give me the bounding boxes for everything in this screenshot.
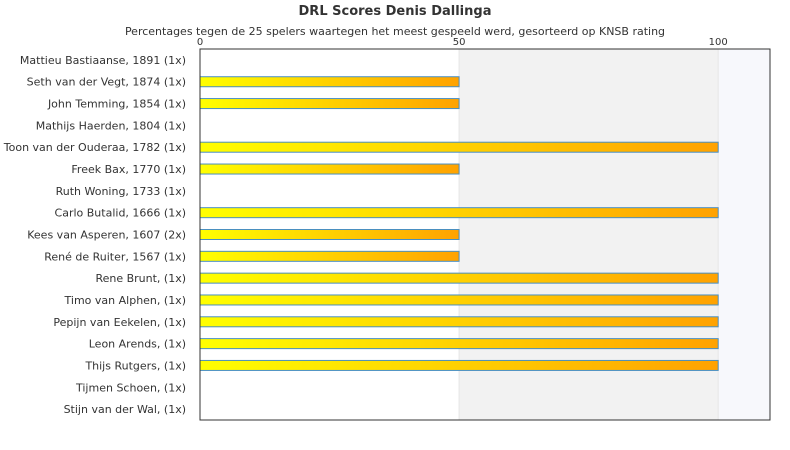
bar	[199, 163, 460, 175]
bar-series	[199, 76, 719, 371]
bar	[199, 141, 719, 153]
chart-title: DRL Scores Denis Dallinga	[298, 4, 492, 19]
category-label: Timo van Alphen, (1x)	[64, 294, 186, 307]
category-label: Thijs Rutgers, (1x)	[84, 359, 186, 372]
category-label: Freek Bax, 1770 (1x)	[71, 163, 186, 176]
chart-subtitle: Percentages tegen de 25 spelers waartege…	[124, 25, 666, 38]
x-tick-label: 50	[453, 37, 466, 48]
x-tick-label: 100	[709, 37, 728, 48]
bar	[199, 98, 460, 110]
bar	[199, 229, 460, 240]
category-label: Rene Brunt, (1x)	[95, 272, 186, 285]
bar	[199, 76, 460, 88]
bar	[199, 272, 719, 284]
bar	[199, 250, 460, 262]
category-label: René de Ruiter, 1567 (1x)	[44, 250, 186, 263]
category-label: Mattieu Bastiaanse, 1891 (1x)	[20, 54, 186, 67]
category-label: Ruth Woning, 1733 (1x)	[56, 185, 186, 198]
category-label: Stijn van der Wal, (1x)	[64, 403, 186, 416]
x-tick-label: 0	[197, 37, 203, 48]
x-axis-ticks: 0 50 100	[197, 37, 728, 48]
plot-background-bands	[458, 49, 770, 420]
bar	[199, 316, 719, 328]
category-label: Toon van der Ouderaa, 1782 (1x)	[3, 141, 186, 154]
plot-frame	[199, 48, 771, 421]
bar	[199, 207, 719, 219]
category-label: John Temming, 1854 (1x)	[47, 98, 186, 111]
bar	[199, 359, 719, 371]
category-label: Kees van Asperen, 1607 (2x)	[27, 229, 186, 242]
category-label: Pepijn van Eekelen, (1x)	[53, 316, 186, 329]
category-label: Tijmen Schoen, (1x)	[75, 381, 186, 394]
bar	[199, 338, 719, 350]
category-label: Seth van der Vegt, 1874 (1x)	[27, 76, 186, 89]
category-label: Mathijs Haerden, 1804 (1x)	[36, 119, 186, 132]
category-label: Carlo Butalid, 1666 (1x)	[55, 207, 186, 220]
category-label: Leon Arends, (1x)	[89, 338, 186, 351]
category-labels: Mattieu Bastiaanse, 1891 (1x) Seth van de…	[3, 54, 186, 416]
band-50-100	[459, 49, 719, 420]
bar	[199, 294, 719, 306]
band-100-max	[718, 49, 770, 420]
